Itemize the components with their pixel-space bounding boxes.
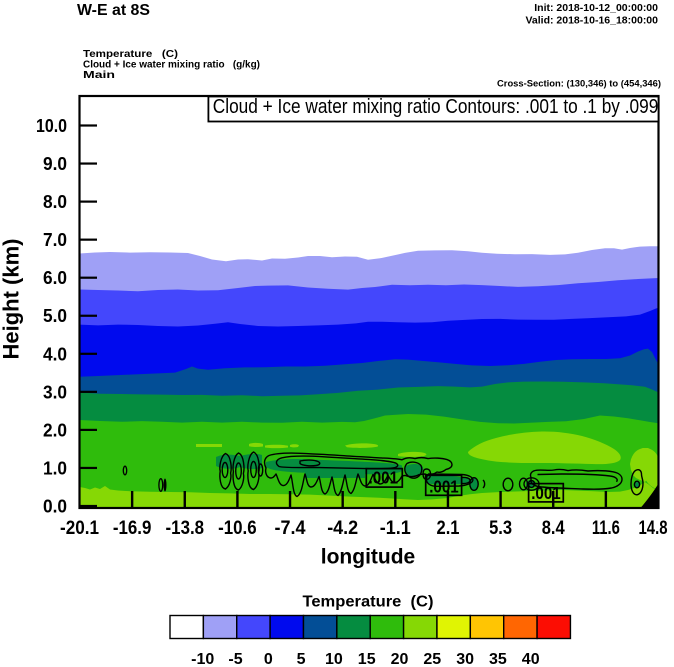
svg-text:7.0: 7.0 xyxy=(43,229,67,250)
svg-text:20: 20 xyxy=(391,651,409,667)
svg-text:10.0: 10.0 xyxy=(36,115,67,136)
svg-text:Height (km): Height (km) xyxy=(0,239,24,360)
svg-text:-13.8: -13.8 xyxy=(166,518,205,539)
svg-text:9.0: 9.0 xyxy=(43,153,67,174)
svg-text:Temperature (C): Temperature (C) xyxy=(303,594,434,611)
svg-text:-1.1: -1.1 xyxy=(380,518,411,539)
svg-text:8.4: 8.4 xyxy=(542,518,565,539)
svg-text:2.1: 2.1 xyxy=(437,518,460,539)
svg-text:14.8: 14.8 xyxy=(639,518,668,539)
svg-text:6.0: 6.0 xyxy=(43,267,67,288)
svg-text:30: 30 xyxy=(456,651,474,667)
svg-text:2.0: 2.0 xyxy=(43,419,67,440)
svg-text:.001: .001 xyxy=(531,483,561,503)
svg-text:-10: -10 xyxy=(191,651,214,667)
svg-text:4.0: 4.0 xyxy=(43,343,67,364)
svg-text:5.0: 5.0 xyxy=(43,305,67,326)
svg-text:15: 15 xyxy=(358,651,376,667)
svg-text:10: 10 xyxy=(325,651,343,667)
svg-text:W-E at 8S: W-E at 8S xyxy=(77,2,150,19)
svg-text:Main: Main xyxy=(83,70,115,81)
svg-text:8.0: 8.0 xyxy=(43,191,67,212)
svg-text:25: 25 xyxy=(423,651,441,667)
svg-text:-16.9: -16.9 xyxy=(113,518,152,539)
svg-text:3.0: 3.0 xyxy=(43,381,67,402)
svg-text:Temperature (C): Temperature (C) xyxy=(83,49,178,60)
svg-text:-7.4: -7.4 xyxy=(275,518,306,539)
svg-text:0.0: 0.0 xyxy=(43,496,67,517)
svg-text:-20.1: -20.1 xyxy=(60,518,99,539)
svg-text:1.0: 1.0 xyxy=(43,457,67,478)
svg-text:11.6: 11.6 xyxy=(592,518,620,539)
svg-text:Cross-Section: (130,346) to (4: Cross-Section: (130,346) to (454,346) xyxy=(497,79,661,89)
svg-text:Cloud + Ice water mixing ratio: Cloud + Ice water mixing ratio (g/kg) xyxy=(83,60,260,71)
svg-text:longitude: longitude xyxy=(321,546,415,569)
svg-text:Valid: 2018-10-16_18:00:00: Valid: 2018-10-16_18:00:00 xyxy=(525,15,658,27)
svg-text:40: 40 xyxy=(522,651,540,667)
svg-text:-4.2: -4.2 xyxy=(327,518,358,539)
svg-text:Cloud + Ice water mixing ratio: Cloud + Ice water mixing ratio Contours:… xyxy=(213,96,659,118)
svg-text:5.3: 5.3 xyxy=(489,518,512,539)
svg-text:.001: .001 xyxy=(369,468,399,488)
svg-text:0: 0 xyxy=(264,651,273,667)
svg-text:-5: -5 xyxy=(228,651,242,667)
svg-text:35: 35 xyxy=(489,651,507,667)
svg-text:-10.6: -10.6 xyxy=(218,518,257,539)
svg-text:5: 5 xyxy=(297,651,306,667)
svg-text:Init: 2018-10-12_00:00:00: Init: 2018-10-12_00:00:00 xyxy=(534,2,658,14)
svg-text:.001: .001 xyxy=(429,477,459,497)
